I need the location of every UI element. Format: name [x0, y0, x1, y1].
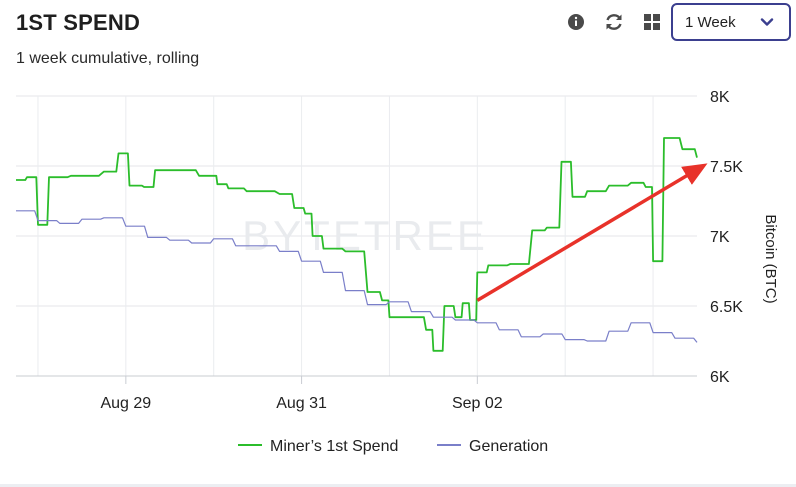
y-tick-label: 6.5K: [710, 299, 743, 316]
y-tick-label: 7K: [710, 229, 730, 246]
page-title: 1ST SPEND: [16, 10, 141, 35]
info-icon: [568, 14, 584, 30]
series-line-generation: [16, 210, 698, 343]
x-tick-label: Aug 29: [100, 395, 151, 412]
refresh-icon: [606, 14, 622, 30]
annotation-arrow: [476, 163, 708, 302]
info-button[interactable]: [564, 10, 588, 34]
series-line-miners-1st-spend: [16, 137, 698, 352]
layout-button[interactable]: [640, 10, 664, 34]
grid-icon: [644, 14, 660, 30]
range-select[interactable]: 1 Week: [671, 3, 791, 41]
y-tick-label: 7.5K: [710, 159, 743, 176]
range-select-value: 1 Week: [685, 13, 736, 31]
x-tick-label: Sep 02: [452, 395, 503, 412]
legend-label: Generation: [469, 438, 548, 455]
y-tick-label: 6K: [710, 369, 730, 386]
chevron-down-icon: [760, 18, 774, 26]
legend-label: Miner’s 1st Spend: [270, 438, 398, 455]
chart-subtitle: 1 week cumulative, rolling: [16, 50, 200, 67]
bottom-divider: [0, 484, 796, 487]
y-axis-label: Bitcoin (BTC): [762, 214, 779, 303]
refresh-button[interactable]: [602, 10, 626, 34]
x-tick-label: Aug 31: [276, 395, 327, 412]
y-tick-label: 8K: [710, 89, 730, 106]
